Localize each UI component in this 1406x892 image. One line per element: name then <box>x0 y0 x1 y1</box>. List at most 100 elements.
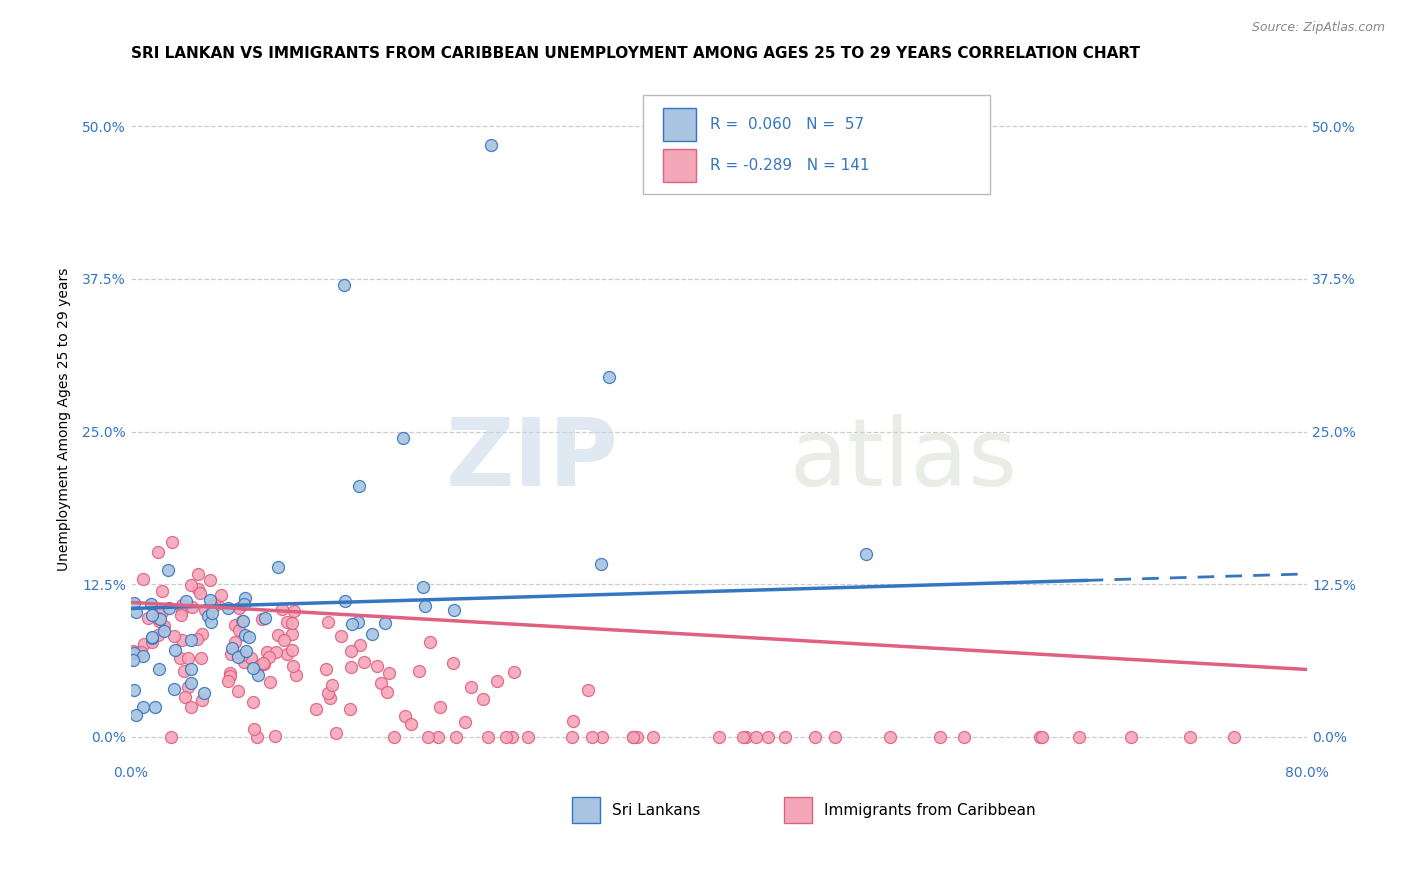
Point <box>218 665 240 680</box>
Point <box>443 603 465 617</box>
Point <box>180 676 202 690</box>
Point <box>190 692 212 706</box>
Point <box>209 588 232 602</box>
Point <box>153 619 176 633</box>
Point <box>340 617 363 632</box>
Point <box>280 627 302 641</box>
Point <box>333 278 356 293</box>
Point <box>264 645 287 659</box>
Point <box>441 656 464 670</box>
Point <box>758 730 780 744</box>
Point <box>190 651 212 665</box>
Point <box>148 614 170 628</box>
Point <box>188 586 211 600</box>
Point <box>412 580 434 594</box>
Point <box>562 714 585 728</box>
Point <box>707 730 730 744</box>
Point <box>253 657 276 671</box>
Point <box>148 545 170 559</box>
Point <box>621 730 644 744</box>
Point <box>347 615 370 629</box>
Point <box>132 572 155 586</box>
Point <box>180 663 202 677</box>
Point <box>198 574 221 588</box>
Point <box>460 680 482 694</box>
Point <box>149 607 172 621</box>
Point <box>626 730 648 744</box>
Point <box>224 634 246 648</box>
Point <box>163 643 186 657</box>
Bar <box>783 797 813 823</box>
Point <box>316 615 339 629</box>
Point <box>170 608 193 623</box>
Point <box>125 645 148 659</box>
Text: ZIP: ZIP <box>446 414 619 507</box>
Point <box>228 623 250 637</box>
Point <box>361 626 384 640</box>
Point <box>172 603 194 617</box>
Point <box>131 645 153 659</box>
Point <box>146 628 169 642</box>
Point <box>734 730 756 744</box>
Point <box>257 649 280 664</box>
Point <box>370 676 392 690</box>
Point <box>330 629 353 643</box>
Point <box>249 659 271 673</box>
Point <box>169 651 191 665</box>
Point <box>1119 730 1142 744</box>
Point <box>180 633 202 648</box>
Point <box>427 730 450 744</box>
Point <box>141 607 163 622</box>
Text: R =  0.060   N =  57: R = 0.060 N = 57 <box>710 117 863 132</box>
Point <box>201 606 224 620</box>
Point <box>773 730 796 744</box>
Bar <box>572 797 600 823</box>
Point <box>576 682 599 697</box>
Point <box>477 730 499 744</box>
Text: atlas: atlas <box>790 414 1018 507</box>
Point <box>217 674 239 689</box>
Point <box>226 649 249 664</box>
Point <box>149 611 172 625</box>
Point <box>252 611 274 625</box>
Point <box>252 657 274 671</box>
Point <box>232 615 254 629</box>
Point <box>180 599 202 614</box>
Point <box>177 651 200 665</box>
Point <box>276 615 298 630</box>
Point <box>122 647 145 661</box>
Y-axis label: Unemployment Among Ages 25 to 29 years: Unemployment Among Ages 25 to 29 years <box>58 268 72 571</box>
Point <box>134 637 156 651</box>
Point <box>233 656 256 670</box>
Point <box>285 667 308 681</box>
Point <box>238 631 260 645</box>
Point <box>218 669 240 683</box>
Point <box>928 730 950 744</box>
Point <box>1029 730 1052 744</box>
Point <box>201 599 224 614</box>
Point <box>174 690 197 705</box>
Point <box>429 700 451 714</box>
Point <box>591 558 613 572</box>
Point <box>141 631 163 645</box>
Point <box>325 726 347 740</box>
Point <box>231 648 253 663</box>
Point <box>591 730 613 744</box>
Point <box>186 632 208 647</box>
Point <box>233 591 256 605</box>
Point <box>305 702 328 716</box>
Point <box>561 730 583 744</box>
Point <box>125 605 148 619</box>
Point <box>150 583 173 598</box>
Point <box>471 692 494 706</box>
Point <box>235 643 257 657</box>
Point <box>276 647 298 661</box>
Point <box>232 597 254 611</box>
Point <box>486 673 509 688</box>
Point <box>233 628 256 642</box>
Point <box>340 643 363 657</box>
Bar <box>662 149 696 182</box>
Point <box>246 730 269 744</box>
Point <box>200 615 222 629</box>
Point <box>122 596 145 610</box>
